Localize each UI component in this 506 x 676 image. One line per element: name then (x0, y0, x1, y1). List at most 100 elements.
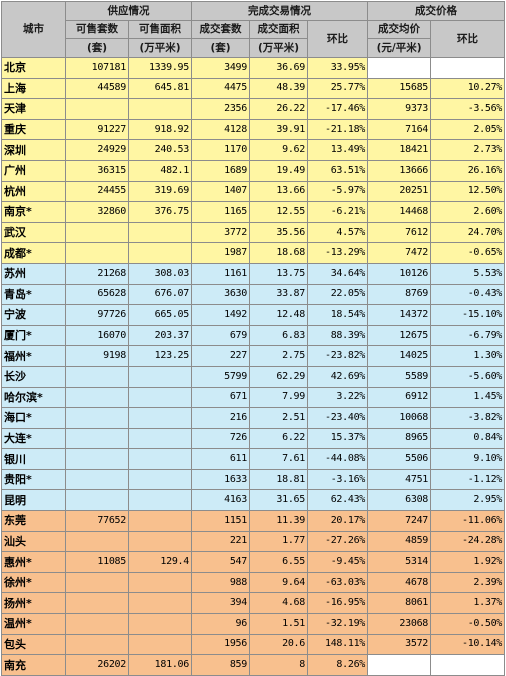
area-for-sale-cell (128, 448, 192, 470)
price-mom-cell: -24.28% (430, 530, 506, 553)
deal-units-cell: 1407 (191, 180, 250, 203)
area-for-sale-cell: 181.06 (128, 654, 192, 676)
deal-mom-cell: -13.29% (306, 242, 369, 264)
deal-area-cell: 39.91 (249, 118, 308, 141)
city-cell: 广州 (1, 159, 66, 182)
deal-area-cell: 18.81 (249, 468, 308, 491)
avg-price-cell: 8965 (367, 427, 432, 450)
deal-mom-cell: -6.21% (306, 201, 369, 223)
header-deal-units: 成交套数 (191, 20, 250, 39)
deal-area-cell: 9.64 (249, 571, 308, 594)
deal-units-cell: 1987 (191, 242, 250, 264)
avg-price-cell: 7164 (367, 118, 432, 141)
area-for-sale-cell (128, 530, 192, 553)
avg-price-cell: 14468 (367, 201, 432, 223)
units-for-sale-cell: 44589 (65, 77, 129, 100)
deal-units-cell: 2356 (191, 98, 250, 120)
city-cell: 杭州 (1, 180, 66, 203)
table-row: 汕头 221 1.77 -27.26% 4859 -24.28% (1, 530, 506, 553)
deal-mom-cell: 88.39% (306, 324, 369, 347)
header-units-for-sale: 可售套数 (65, 20, 129, 39)
unit-units-for-sale: (套) (65, 38, 129, 58)
units-for-sale-cell (65, 592, 129, 615)
area-for-sale-cell (128, 365, 192, 388)
deal-area-cell: 62.29 (249, 365, 308, 388)
deal-units-cell: 96 (191, 613, 250, 635)
units-for-sale-cell: 36315 (65, 159, 129, 182)
deal-units-cell: 3630 (191, 283, 250, 306)
header-group-price: 成交价格 (367, 1, 506, 21)
city-cell: 上海 (1, 77, 66, 100)
city-cell: 厦门* (1, 324, 66, 347)
area-for-sale-cell (128, 633, 192, 656)
area-for-sale-cell: 645.81 (128, 77, 192, 100)
deal-area-cell: 6.55 (249, 551, 308, 573)
table-row: 海口* 216 2.51 -23.40% 10068 -3.82% (1, 407, 506, 429)
price-mom-cell (430, 654, 506, 676)
deal-area-cell: 36.69 (249, 57, 308, 79)
avg-price-cell: 10068 (367, 407, 432, 429)
deal-units-cell: 394 (191, 592, 250, 615)
deal-area-cell: 26.22 (249, 98, 308, 120)
price-mom-cell: 0.84% (430, 427, 506, 450)
price-mom-cell: -1.12% (430, 468, 506, 491)
avg-price-cell: 7247 (367, 510, 432, 532)
table-row: 昆明 4163 31.65 62.43% 6308 2.95% (1, 489, 506, 512)
table-row: 北京 107181 1339.95 3499 36.69 33.95% (1, 57, 506, 79)
deal-units-cell: 726 (191, 427, 250, 450)
deal-units-cell: 4163 (191, 489, 250, 512)
deal-mom-cell: 8.26% (306, 654, 369, 676)
units-for-sale-cell (65, 571, 129, 594)
units-for-sale-cell: 77652 (65, 510, 129, 532)
price-mom-cell: -15.10% (430, 304, 506, 326)
deal-area-cell: 33.87 (249, 283, 308, 306)
avg-price-cell: 10126 (367, 262, 432, 285)
table-header: 城市 供应情况 完成交易情况 成交价格 可售套数 可售面积 成交套数 成交面积 … (1, 1, 506, 58)
table-row: 哈尔滨* 671 7.99 3.22% 6912 1.45% (1, 386, 506, 409)
price-mom-cell: 2.39% (430, 571, 506, 594)
deal-mom-cell: -23.40% (306, 407, 369, 429)
city-cell: 武汉 (1, 221, 66, 244)
table-row: 温州* 96 1.51 -32.19% 23068 -0.50% (1, 613, 506, 635)
area-for-sale-cell: 376.75 (128, 201, 192, 223)
area-for-sale-cell: 129.4 (128, 551, 192, 573)
deal-units-cell: 547 (191, 551, 250, 573)
units-for-sale-cell (65, 468, 129, 491)
header-group-supply: 供应情况 (65, 1, 192, 21)
deal-area-cell: 9.62 (249, 139, 308, 161)
city-cell: 长沙 (1, 365, 66, 388)
city-cell: 海口* (1, 407, 66, 429)
deal-units-cell: 1151 (191, 510, 250, 532)
price-mom-cell: 12.50% (430, 180, 506, 203)
deal-mom-cell: 20.17% (306, 510, 369, 532)
avg-price-cell: 5314 (367, 551, 432, 573)
avg-price-cell: 7472 (367, 242, 432, 264)
deal-area-cell: 6.83 (249, 324, 308, 347)
deal-area-cell: 7.61 (249, 448, 308, 470)
table-row: 杭州 24455 319.69 1407 13.66 -5.97% 20251 12.50% (1, 180, 506, 203)
deal-units-cell: 3772 (191, 221, 250, 244)
price-mom-cell: -5.60% (430, 365, 506, 388)
deal-area-cell: 20.6 (249, 633, 308, 656)
table-row: 包头 1956 20.6 148.11% 3572 -10.14% (1, 633, 506, 656)
area-for-sale-cell: 482.1 (128, 159, 192, 182)
deal-mom-cell: 18.54% (306, 304, 369, 326)
units-for-sale-cell: 65628 (65, 283, 129, 306)
price-mom-cell: 2.73% (430, 139, 506, 161)
table-row: 上海 44589 645.81 4475 48.39 25.77% 15685 10.27% (1, 77, 506, 100)
deal-mom-cell: -32.19% (306, 613, 369, 635)
avg-price-cell: 14025 (367, 345, 432, 367)
city-cell: 宁波 (1, 304, 66, 326)
area-for-sale-cell (128, 468, 192, 491)
units-for-sale-cell: 107181 (65, 57, 129, 79)
header-deal-mom: 环比 (306, 20, 369, 58)
deal-units-cell: 611 (191, 448, 250, 470)
city-cell: 重庆 (1, 118, 66, 141)
avg-price-cell (367, 57, 432, 79)
deal-mom-cell: 63.51% (306, 159, 369, 182)
avg-price-cell: 18421 (367, 139, 432, 161)
price-mom-cell: -0.65% (430, 242, 506, 264)
city-cell: 贵阳* (1, 468, 66, 491)
units-for-sale-cell: 32860 (65, 201, 129, 223)
price-mom-cell: -0.50% (430, 613, 506, 635)
